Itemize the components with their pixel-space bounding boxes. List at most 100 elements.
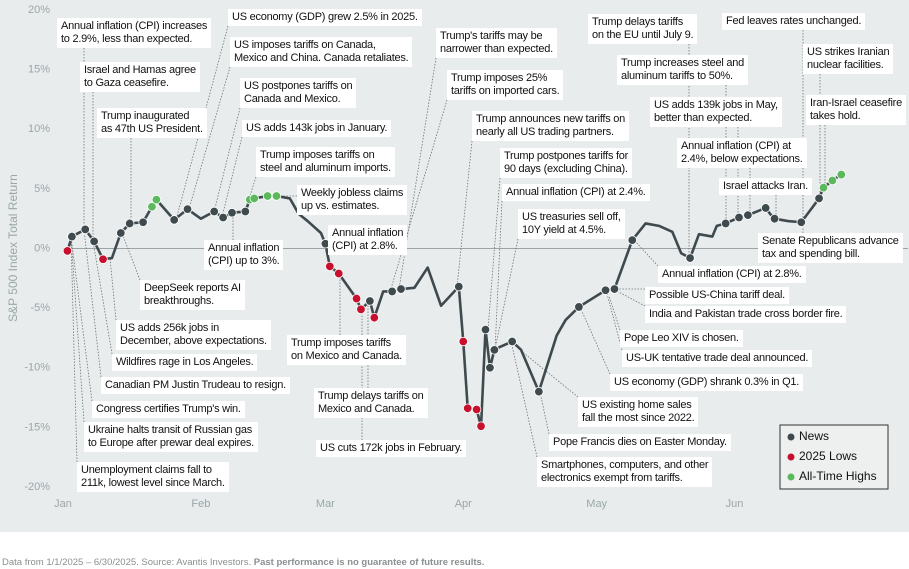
event-marker [534,386,544,397]
event-marker [743,210,753,220]
event-marker [507,336,517,347]
event-marker [351,293,362,304]
annotation: Weekly jobless claims up vs. estimates. [297,185,408,215]
event-marker [574,302,584,312]
annotation: Senate Republicans advance tax and spend… [758,233,903,263]
event-marker [169,215,179,225]
leader-line [188,66,231,210]
x-tick-label: Apr [455,498,472,510]
annotation: Ukraine halts transit of Russian gas to … [84,422,258,452]
annotation: US postpones tariffs on Canada and Mexic… [240,78,357,108]
annotation: India and Pakistan trade cross border fi… [645,306,847,323]
y-tick-label: -20% [24,481,50,493]
legend-label: 2025 Lows [799,449,857,463]
annotation: Israel and Hamas agree to Gaza ceasefire… [80,62,200,92]
annotation: Trump delays tariffs on the EU until Jul… [588,14,698,44]
annotation: Trump delays tariffs on Mexico and Canad… [314,388,428,418]
event-marker [62,246,73,256]
event-marker [454,281,464,292]
y-tick-label: -15% [24,421,50,433]
y-tick-label: 0% [34,242,50,254]
source: Data from 1/1/2025 – 6/30/2025. Source: … [2,557,252,568]
annotation: US-UK tentative trade deal announced. [622,350,813,367]
annotation: Annual inflation (CPI) at 2.8%. [328,225,408,255]
event-marker [485,363,495,373]
event-marker [463,403,473,413]
leader-line [494,200,503,351]
annotation: Annual inflation (CPI) at 2.8%. [658,266,806,283]
leader-line [605,289,623,351]
y-tick-label: 15% [28,64,50,76]
legend-swatch [787,453,795,461]
event-marker [489,345,500,355]
x-tick-label: Mar [316,498,335,510]
annotation: Trump announces new tariffs on nearly al… [472,111,630,141]
annotation: US economy (GDP) shrank 0.3% in Q1. [610,374,804,391]
event-marker [209,206,219,217]
event-marker [147,202,157,212]
annotation: US strikes Iranian nuclear facilities. [803,44,894,74]
event-marker [827,175,838,186]
annotation: Pope Francis dies on Easter Monday. [549,434,731,451]
y-tick-label: 5% [34,183,50,195]
annotation: Trump's tariffs may be narrower than exp… [436,28,557,58]
leader-line [70,236,93,402]
event-marker [125,218,135,229]
annotation: DeepSeek reports AI breakthroughs. [140,280,245,310]
annotation: Trump imposes 25% tariffs on imported ca… [447,70,564,100]
event-marker [480,324,491,335]
annotation: Trump postpones tariffs for 90 days (exc… [500,148,633,178]
event-marker [80,224,90,235]
event-marker [458,336,468,347]
event-marker [240,206,251,217]
event-marker [227,208,237,218]
annotation: Annual inflation (CPI) at 2.4%. [502,184,650,201]
event-marker [182,204,193,214]
event-marker [814,193,824,204]
event-marker [396,284,406,294]
annotation: US economy (GDP) grew 2.5% in 2025. [228,9,422,26]
y-tick-label: -10% [24,362,50,374]
annotation: Iran-Israel ceasefire takes hold. [806,95,906,125]
annotation: Pope Leo XIV is chosen. [620,330,743,347]
annotation: Possible US-China tariff deal. [645,287,789,304]
event-marker [365,296,375,306]
footer: Data from 1/1/2025 – 6/30/2025. Source: … [2,557,484,568]
event-marker [89,236,99,247]
leader-line [510,340,538,458]
event-marker [262,191,273,201]
annotation: Trump imposes tariffs on Mexico and Cana… [287,335,406,365]
legend-box [779,424,889,490]
leader-line [487,177,501,331]
annotation: Trump inaugurated as 47th US President. [97,108,207,138]
legend-swatch [787,433,795,441]
annotation: Fed leaves rates unchanged. [722,13,866,30]
annotation: Annual inflation (CPI) up to 3%. [204,240,284,270]
event-marker [356,304,366,315]
y-tick-label: 10% [28,123,50,135]
x-tick-label: Feb [191,498,210,510]
event-marker [325,261,335,272]
event-marker [471,404,482,415]
event-marker [720,218,731,229]
event-marker [818,182,829,193]
leader-line [70,236,85,423]
annotation: Trump increases steel and aluminum tarif… [617,55,748,85]
event-marker [609,284,620,294]
event-marker [369,312,380,323]
annotation: Smartphones, computers, and other electr… [537,457,713,487]
y-axis-label: S&P 500 Index Total Return [6,174,20,322]
event-marker [760,203,771,213]
annotation: US treasuries sell off, 10Y yield at 4.5… [518,209,625,239]
annotation: US existing home sales fall the most sin… [578,397,699,427]
event-marker [249,193,259,204]
leader-line [83,229,102,378]
leader-line [579,306,611,375]
annotation: Congress certifies Trump's win. [92,401,245,418]
annotation: Canadian PM Justin Trudeau to resign. [101,377,290,394]
legend: News 2025 Lows All-Time Highs [779,424,889,490]
annotation: Wildfires rage in Los Angeles. [112,354,258,371]
event-marker [769,213,780,224]
legend-label: All-Time Highs [799,469,877,483]
leader-line [92,240,113,355]
